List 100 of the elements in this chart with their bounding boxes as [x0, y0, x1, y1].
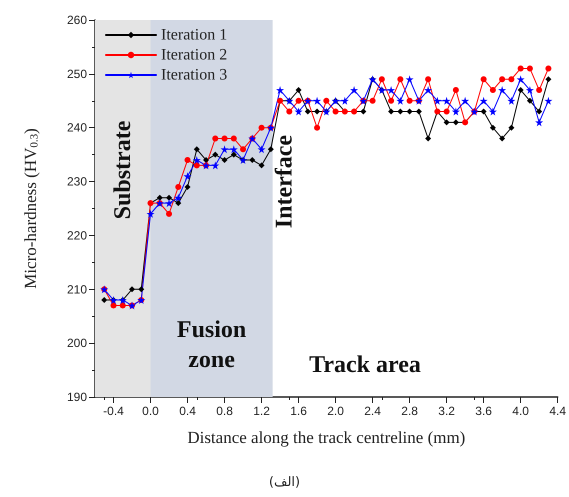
point [258, 145, 266, 154]
point [192, 156, 201, 164]
point [296, 98, 302, 104]
point [452, 119, 459, 126]
y-tick-label: 250 [66, 66, 88, 81]
point [120, 302, 126, 308]
point [535, 118, 544, 126]
point [526, 86, 534, 94]
annotation: Track area [309, 352, 421, 378]
point [452, 87, 459, 94]
point [258, 124, 265, 131]
y-tick-label: 240 [66, 120, 88, 135]
x-tick-label: 0.0 [142, 404, 160, 418]
point [146, 210, 155, 218]
point [397, 108, 404, 115]
point [378, 76, 385, 82]
point [230, 135, 237, 142]
band-label: Substrate [110, 120, 136, 220]
point [230, 145, 238, 154]
point [212, 152, 218, 158]
point [101, 297, 108, 304]
point [480, 96, 488, 105]
point [370, 98, 376, 104]
legend-label: Iteration 1 [161, 26, 228, 44]
point [230, 152, 237, 158]
point [184, 157, 191, 164]
point [425, 135, 432, 142]
point [480, 76, 487, 82]
y-tick-label: 210 [66, 282, 88, 296]
y-tick-label: 200 [66, 336, 88, 350]
point [194, 146, 200, 152]
point [240, 146, 246, 152]
point [184, 184, 191, 190]
point [442, 96, 451, 105]
point [323, 98, 330, 104]
point [490, 124, 496, 131]
point [268, 146, 274, 152]
text: (الف) [268, 475, 300, 490]
point [340, 96, 349, 105]
point [220, 145, 229, 154]
point [174, 194, 182, 202]
point [286, 108, 292, 115]
point [350, 86, 358, 94]
point [110, 302, 117, 308]
point [397, 76, 404, 82]
point [499, 135, 506, 142]
point [387, 86, 396, 94]
y-tick-label: 190 [66, 390, 88, 404]
point [424, 86, 432, 94]
x-tick-label: 2.0 [327, 404, 344, 418]
point [406, 75, 414, 84]
x-tick-label: 1.2 [253, 404, 270, 418]
point [212, 135, 218, 142]
point [304, 108, 311, 115]
x-axis-title: Distance along the track centreline (mm) [187, 428, 466, 447]
point [545, 65, 552, 72]
point [222, 157, 228, 164]
point [544, 96, 552, 105]
x-tick-label: 0.4 [179, 404, 196, 418]
point [508, 124, 514, 131]
point [536, 108, 542, 115]
point [296, 87, 302, 94]
point [406, 98, 413, 104]
band-label: Fusion zone [176, 317, 246, 373]
x-tick-label: 4.0 [512, 404, 530, 418]
point [129, 286, 136, 292]
point [166, 210, 172, 217]
point [498, 86, 506, 94]
point [452, 108, 460, 116]
point [156, 194, 163, 201]
point [276, 86, 284, 94]
y-tick-label: 230 [66, 174, 88, 189]
x-tick-label: 4.4 [549, 404, 566, 418]
x-tick-label: -0.4 [103, 404, 124, 418]
point [444, 119, 450, 126]
point [360, 108, 366, 115]
point [444, 108, 450, 115]
point [184, 172, 192, 180]
point [518, 65, 524, 72]
point [526, 65, 533, 72]
point [416, 108, 422, 115]
point [194, 162, 200, 168]
x-tick-label: 2.4 [364, 404, 382, 418]
point [166, 194, 172, 201]
x-tick-label: 2.8 [401, 404, 418, 418]
point [518, 87, 524, 94]
point [433, 96, 442, 105]
annotation: Interface [272, 134, 298, 228]
point [488, 108, 497, 116]
point [294, 108, 303, 116]
point [545, 76, 552, 82]
point [516, 75, 525, 84]
y-tick-label: 220 [66, 228, 88, 242]
point [313, 96, 322, 105]
x-tick-label: 3.6 [475, 404, 492, 418]
legend-label: Iteration 2 [161, 46, 228, 64]
point [388, 98, 394, 104]
point [138, 286, 144, 292]
legend-label: Iteration 3 [161, 66, 228, 84]
point [222, 135, 228, 142]
